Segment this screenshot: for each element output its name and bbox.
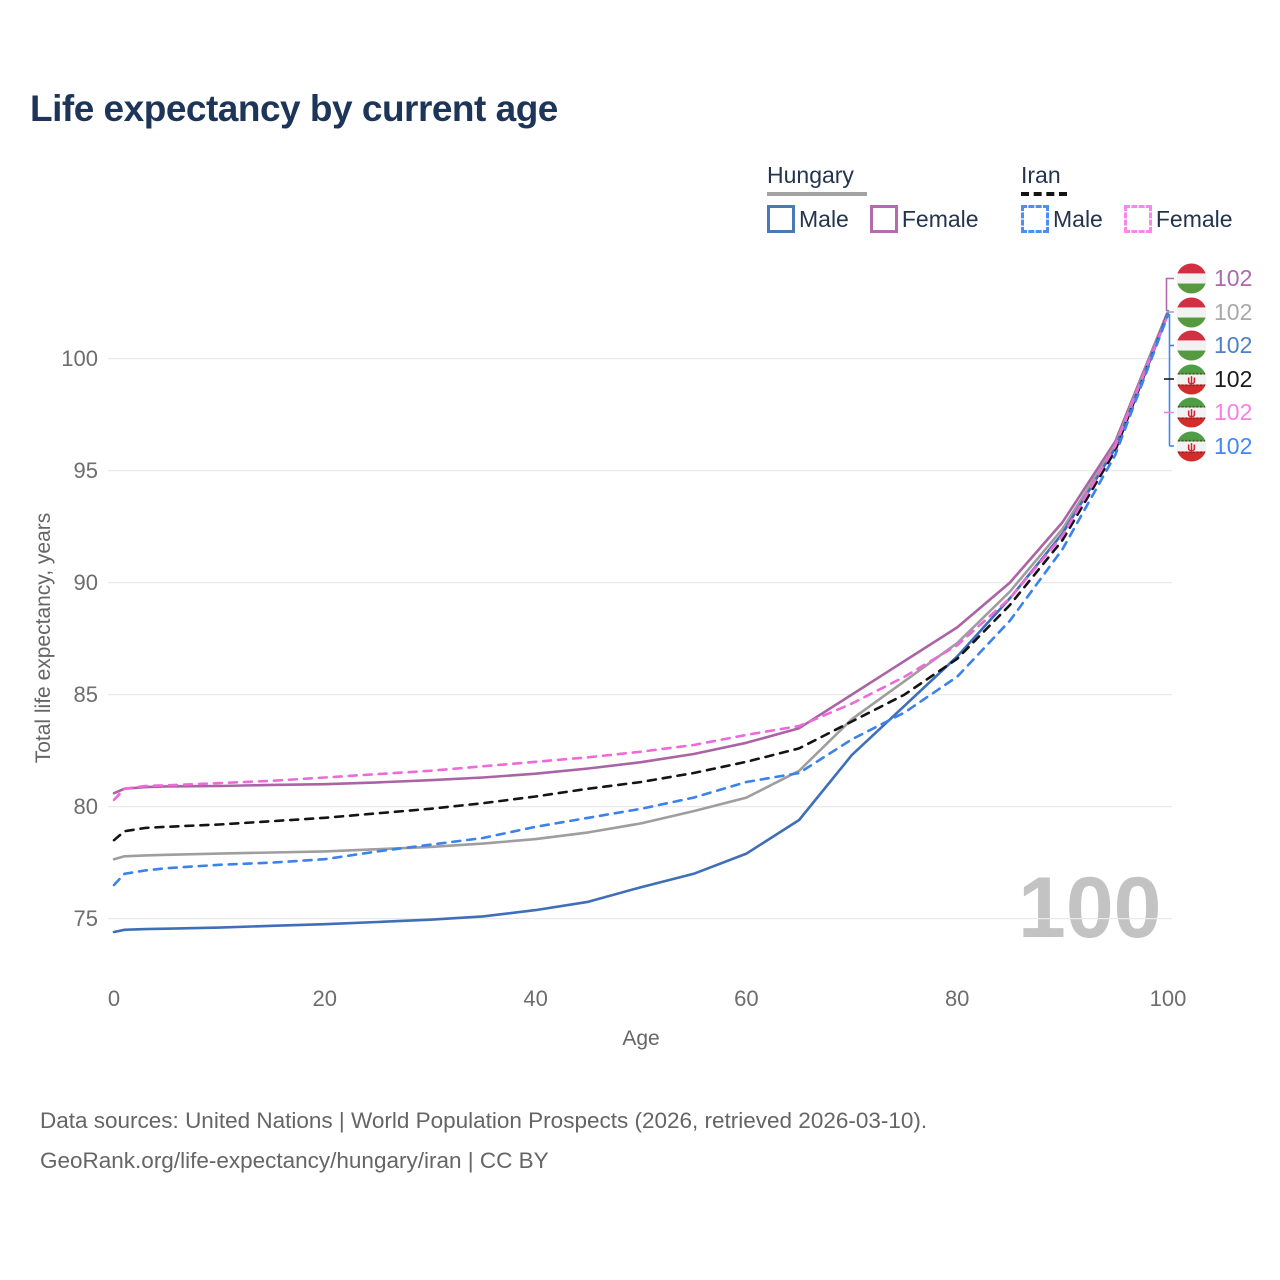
legend-hungary-female-checkbox[interactable] (869, 205, 898, 233)
endpoint-label-iran-total: ψ 102 (1176, 363, 1252, 396)
svg-text:ψ: ψ (1187, 373, 1196, 386)
series-line-iran-male[interactable] (112, 313, 1170, 887)
iran-flag-icon: ψ (1176, 430, 1207, 462)
endpoint-label-hungary-male: 102 (1176, 329, 1252, 362)
legend-hungary-label[interactable]: Hungary (767, 162, 854, 188)
attribution-line: GeoRank.org/life-expectancy/hungary/iran… (40, 1148, 549, 1173)
x-tick-label: 80 (944, 986, 970, 1011)
endpoint-label-hungary-female: 102 (1176, 262, 1252, 295)
legend-iran-male-checkbox[interactable] (1021, 205, 1049, 233)
y-tick-label: 80 (73, 793, 98, 819)
series-line-hungary-both-sexes[interactable] (112, 310, 1170, 861)
leader-hungary-female (1165, 277, 1174, 311)
endpoint-label-hungary-total: 102 (1176, 296, 1252, 329)
legend-iran-male-label[interactable]: Male (1053, 205, 1103, 232)
x-tick-label: 60 (734, 986, 759, 1011)
y-tick-label: 90 (73, 569, 98, 595)
iran-flag-icon: ψ (1176, 397, 1207, 428)
legend-group-iran: Iran Male Female (1021, 162, 1233, 233)
iran-flag-icon: ψ (1176, 363, 1207, 395)
x-tick-label: 20 (312, 986, 338, 1011)
endpoint-value: 102 (1214, 265, 1253, 291)
legend-iran-label[interactable]: Iran (1021, 162, 1061, 188)
hungary-flag-icon (1176, 330, 1207, 361)
series-line-iran-female[interactable] (112, 312, 1170, 802)
legend-hungary-male-checkbox[interactable] (767, 205, 795, 233)
legend-iran-female-label[interactable]: Female (1155, 205, 1233, 232)
endpoint-label-iran-male: ψ 102 (1176, 430, 1252, 463)
endpoint-label-iran-female: ψ 102 (1176, 396, 1252, 429)
hungary-flag-icon (1176, 296, 1207, 328)
x-axis-title: Age (622, 1027, 660, 1050)
svg-text:ψ: ψ (1187, 440, 1196, 453)
series-line-hungary-female[interactable] (112, 309, 1170, 795)
x-tick-label: 100 (1149, 986, 1187, 1011)
page-title: Life expectancy by current age (30, 88, 558, 129)
legend-iran-underline (1021, 192, 1067, 196)
data-source-line: Data sources: United Nations | World Pop… (40, 1108, 928, 1133)
y-tick-label: 100 (61, 345, 98, 371)
endpoint-value: 102 (1214, 332, 1253, 358)
series-line-iran-both-sexes[interactable] (112, 312, 1170, 842)
legend-group-hungary: Hungary Male Female (767, 162, 979, 233)
endpoint-value: 102 (1214, 399, 1253, 425)
endpoint-value: 102 (1214, 365, 1253, 392)
legend-hungary-underline (767, 192, 867, 196)
y-tick-label: 95 (73, 457, 98, 483)
y-tick-label: 85 (73, 681, 98, 707)
legend-hungary-male-label[interactable]: Male (799, 205, 849, 232)
x-tick-label: 0 (107, 986, 121, 1011)
endpoint-value: 102 (1214, 298, 1253, 325)
endpoint-value: 102 (1214, 432, 1253, 459)
legend-hungary-female-label[interactable]: Female (901, 205, 979, 232)
y-tick-label: 75 (73, 905, 98, 931)
svg-text:ψ: ψ (1187, 407, 1196, 420)
series-line-hungary-male[interactable] (112, 311, 1170, 934)
age-watermark: 100 (1018, 860, 1162, 956)
hungary-flag-icon (1176, 263, 1207, 294)
x-tick-label: 40 (523, 986, 548, 1011)
legend-iran-female-checkbox[interactable] (1123, 205, 1152, 233)
